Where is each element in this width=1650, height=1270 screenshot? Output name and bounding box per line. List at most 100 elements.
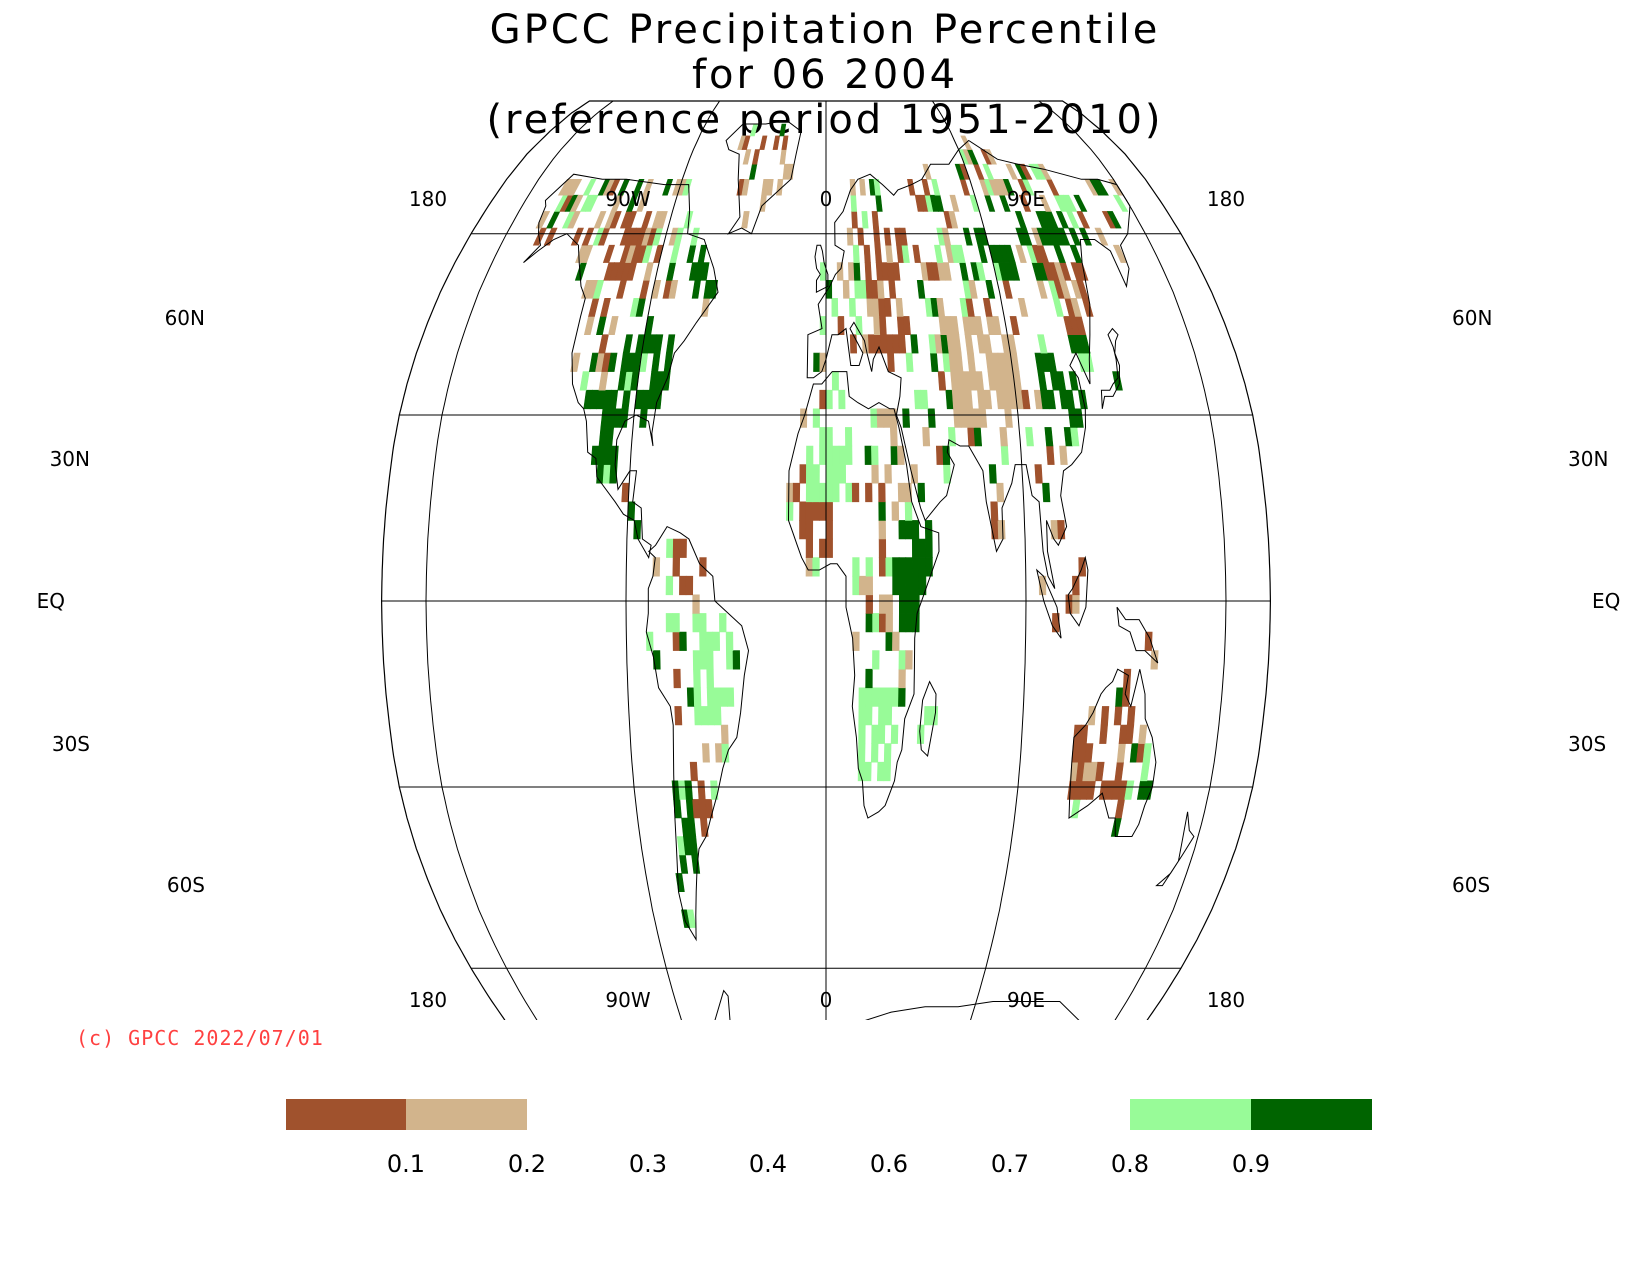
- precip-cell-wet: [686, 909, 697, 928]
- precip-cell-wet: [665, 613, 674, 633]
- lat-label-left-eq: EQ: [37, 589, 65, 613]
- precip-cell-very-dry: [892, 262, 901, 281]
- precip-cell-very-wet: [596, 316, 607, 335]
- precip-cell-very-dry: [878, 557, 887, 577]
- precip-cell-very-wet: [663, 352, 673, 372]
- precip-cell-wet: [692, 650, 701, 670]
- precip-cell-dry: [883, 408, 891, 428]
- precip-cell-wet: [852, 575, 860, 596]
- precip-cell-very-wet: [1014, 211, 1027, 229]
- precip-cell-wet: [852, 244, 860, 263]
- precip-cell-dry: [876, 408, 885, 428]
- precip-cell-very-dry: [1084, 743, 1094, 763]
- precip-cell-very-wet: [973, 427, 983, 447]
- precip-cell-wet: [579, 371, 590, 391]
- precip-cell-dry: [859, 575, 867, 596]
- precip-cell-wet: [699, 613, 707, 633]
- precip-cell-wet: [870, 743, 879, 763]
- precip-cell-wet: [812, 557, 820, 577]
- precip-cell-very-dry: [1009, 316, 1020, 335]
- precip-cell-wet: [934, 244, 944, 263]
- precip-cell-very-wet: [662, 179, 674, 196]
- graticule: [381, 100, 1271, 1020]
- precip-cell-dry: [966, 352, 976, 372]
- precip-cell-dry: [692, 594, 700, 614]
- precip-cell-wet: [930, 706, 939, 726]
- precip-cell-very-dry: [873, 227, 881, 246]
- coastline-new-zealand: [1155, 811, 1195, 887]
- precip-cell-wet: [706, 650, 714, 670]
- precip-cell-dry: [656, 211, 668, 229]
- precip-cell-wet: [832, 464, 840, 484]
- precip-cell-wet: [672, 613, 680, 633]
- precip-cell-very-dry: [751, 149, 761, 165]
- precip-cell-very-wet: [653, 334, 664, 354]
- precip-cell-wet: [726, 687, 735, 707]
- lon-label-bottom-180e: 180: [1207, 988, 1245, 1012]
- precip-cell-wet: [825, 389, 833, 410]
- precip-cell-very-wet: [622, 334, 633, 354]
- precip-cell-wet: [805, 464, 814, 484]
- title-line-2: for 06 2004: [691, 52, 959, 98]
- precip-cell-very-dry: [1081, 298, 1094, 317]
- precip-cell-wet: [871, 687, 880, 707]
- precip-cell-very-dry: [851, 482, 860, 503]
- precip-cell-very-wet: [1037, 371, 1048, 391]
- precip-cell-dry: [897, 445, 905, 465]
- precip-cell-wet: [693, 668, 701, 689]
- precip-cell-wet: [884, 687, 893, 707]
- precip-cell-very-dry: [602, 244, 616, 263]
- precip-cell-wet: [1112, 194, 1129, 212]
- precip-cell-very-dry: [982, 298, 993, 317]
- precip-cell-dry: [884, 464, 892, 484]
- precip-cell-dry: [996, 482, 1005, 503]
- precip-cell-very-wet: [679, 854, 689, 874]
- precip-cell-dry: [922, 427, 931, 447]
- map-outline: [380, 100, 1272, 1020]
- precip-cell-very-wet: [686, 244, 697, 263]
- precip-cell-very-dry: [879, 613, 887, 633]
- precip-cell-dry: [786, 482, 794, 503]
- precip-cell-dry: [701, 743, 710, 763]
- legend-tick-0.4: 0.4: [749, 1150, 787, 1178]
- precip-cell-dry: [983, 389, 993, 410]
- precip-cell-very-wet: [984, 194, 996, 212]
- precip-cell-very-wet: [1044, 427, 1054, 447]
- precip-cell-dry: [1050, 520, 1059, 540]
- lat-label-left-60n: 60N: [165, 306, 205, 330]
- precip-cell-very-wet: [605, 427, 615, 447]
- precip-cell-very-wet: [853, 262, 861, 281]
- precip-cell-wet: [832, 482, 840, 503]
- precip-cell-dry: [885, 613, 893, 633]
- legend-swatch-wet: [1130, 1099, 1251, 1130]
- precip-cell-wet: [1000, 445, 1010, 465]
- precip-cell-very-dry: [1095, 761, 1105, 782]
- precip-cell-wet: [890, 724, 899, 744]
- precip-cell-very-wet: [574, 262, 588, 281]
- precip-cell-very-dry: [819, 389, 827, 410]
- precip-cell-very-wet: [905, 520, 913, 540]
- lon-label-bottom-180w: 180: [409, 988, 447, 1012]
- precip-cell-very-dry: [1021, 389, 1031, 410]
- precip-cell-wet: [877, 724, 886, 744]
- precip-cell-wet: [844, 427, 853, 447]
- precip-cell-dry: [593, 211, 607, 229]
- precip-cell-dry: [991, 316, 1002, 335]
- precip-cell-wet: [876, 761, 885, 782]
- precip-cell-wet: [861, 211, 869, 229]
- precip-cell-very-dry: [825, 538, 833, 558]
- precip-cell-very-dry: [1019, 163, 1033, 180]
- coastline-greenland: [725, 119, 802, 235]
- precip-cell-very-dry: [674, 706, 683, 726]
- precip-cell-wet: [699, 650, 708, 670]
- lat-label-left-60s: 60S: [167, 873, 205, 897]
- precip-cell-very-dry: [935, 445, 944, 465]
- map-title: GPCC Precipitation Percentile for 06 200…: [0, 8, 1650, 143]
- precip-cell-wet: [692, 613, 700, 633]
- precip-cell-very-wet: [691, 280, 701, 299]
- precip-cell-very-wet: [684, 780, 693, 800]
- precip-cell-wet: [871, 445, 879, 465]
- precip-cell-wet: [873, 179, 881, 196]
- coastline-antarctica: [569, 989, 1092, 1020]
- precip-cell-very-wet: [905, 557, 913, 577]
